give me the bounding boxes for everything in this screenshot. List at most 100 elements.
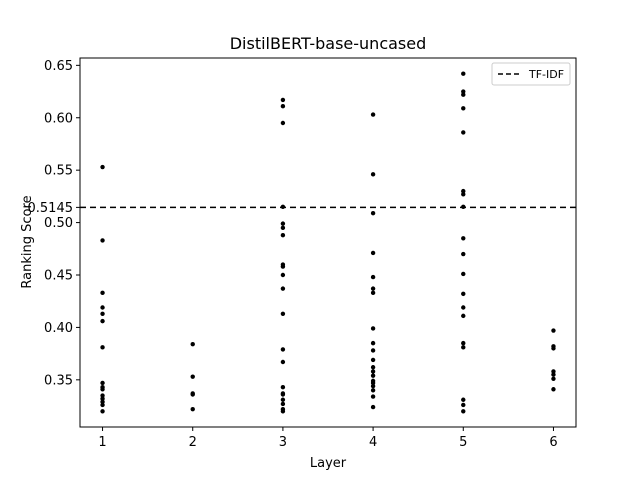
data-point — [100, 290, 105, 296]
data-point — [370, 210, 376, 216]
plot-frame — [79, 57, 577, 428]
data-point — [461, 130, 466, 135]
data-point — [100, 345, 105, 350]
chart-title: DistilBERT-base-uncased — [230, 34, 427, 53]
data-point — [100, 164, 105, 170]
x-axis-label: Layer — [310, 456, 347, 471]
data-point — [461, 192, 466, 197]
data-point — [280, 264, 286, 269]
plot-area — [80, 71, 576, 414]
data-point — [461, 305, 466, 310]
data-point — [100, 380, 105, 386]
x-axis: 1 2 3 4 5 6 — [98, 427, 558, 450]
data-point — [370, 286, 376, 291]
reference-value-label: 0.5145 — [28, 201, 74, 216]
legend-label-tfidf: TF-IDF — [528, 68, 564, 81]
data-point — [461, 397, 466, 402]
data-point — [461, 402, 466, 408]
data-point — [280, 120, 286, 126]
y-tick-label: 0.60 — [44, 111, 73, 126]
y-tick-label: 0.35 — [44, 373, 73, 388]
data-point — [461, 345, 466, 350]
y-axis-label: Ranking Score — [20, 195, 35, 288]
data-point — [280, 359, 286, 365]
data-point — [370, 373, 376, 378]
data-point — [100, 399, 105, 405]
data-point — [100, 387, 105, 392]
data-point — [190, 406, 195, 412]
data-point — [551, 328, 556, 333]
data-point — [461, 204, 466, 210]
data-point — [280, 384, 286, 390]
x-tick-label: 3 — [279, 435, 287, 450]
x-tick-label: 1 — [98, 435, 106, 450]
data-point — [551, 346, 556, 351]
data-point — [370, 326, 376, 331]
data-point — [370, 388, 376, 393]
data-point — [370, 369, 376, 374]
y-tick-label: 0.50 — [44, 216, 73, 231]
data-point — [370, 404, 376, 410]
x-tick-label: 5 — [459, 435, 467, 450]
data-point — [551, 376, 556, 381]
data-point — [280, 221, 286, 226]
y-tick-label: 0.55 — [44, 164, 73, 179]
data-point — [100, 305, 105, 310]
legend: TF-IDF — [491, 62, 571, 86]
data-point — [280, 409, 286, 414]
data-point — [280, 97, 286, 103]
data-point — [280, 401, 286, 407]
data-point — [461, 188, 466, 194]
data-point — [551, 387, 556, 392]
data-point — [370, 112, 376, 117]
y-axis: 0.35 0.40 0.45 0.50 0.55 0.60 0.65 0.5145 — [28, 59, 80, 388]
x-tick-label: 4 — [369, 435, 377, 450]
data-point — [461, 251, 466, 257]
data-point — [461, 271, 466, 277]
data-point — [370, 383, 376, 389]
x-tick-label: 2 — [189, 435, 197, 450]
data-point — [370, 340, 376, 346]
data-point — [280, 286, 286, 291]
data-point — [100, 393, 105, 398]
data-point — [370, 250, 376, 256]
data-point — [461, 409, 466, 414]
data-point — [100, 238, 105, 243]
data-point — [280, 347, 286, 352]
data-point — [461, 92, 466, 97]
data-point — [280, 392, 286, 397]
data-point — [100, 402, 105, 408]
data-point — [280, 311, 286, 316]
data-point — [551, 372, 556, 377]
data-point — [461, 89, 466, 94]
data-point — [280, 225, 286, 231]
data-point — [190, 341, 195, 347]
data-point — [370, 394, 376, 399]
data-point — [370, 380, 376, 386]
data-point — [100, 311, 105, 316]
data-point — [100, 396, 105, 401]
x-tick-label: 6 — [549, 435, 557, 450]
y-tick-label: 0.40 — [44, 321, 73, 336]
y-tick-label: 0.65 — [44, 59, 73, 74]
data-point — [280, 204, 286, 210]
data-point — [100, 409, 105, 414]
legend-frame — [491, 62, 571, 86]
data-point — [370, 274, 376, 280]
data-point — [190, 392, 195, 397]
data-point — [461, 291, 466, 297]
data-point — [370, 365, 376, 370]
data-point — [100, 318, 105, 324]
data-point — [461, 236, 466, 241]
data-point — [370, 290, 376, 296]
data-point — [280, 232, 286, 238]
data-point — [461, 313, 466, 319]
data-point — [461, 71, 466, 76]
data-point — [551, 369, 556, 374]
data-point — [370, 348, 376, 353]
data-point — [461, 340, 466, 346]
data-point — [370, 357, 376, 363]
data-point — [461, 106, 466, 111]
data-point — [280, 272, 286, 278]
